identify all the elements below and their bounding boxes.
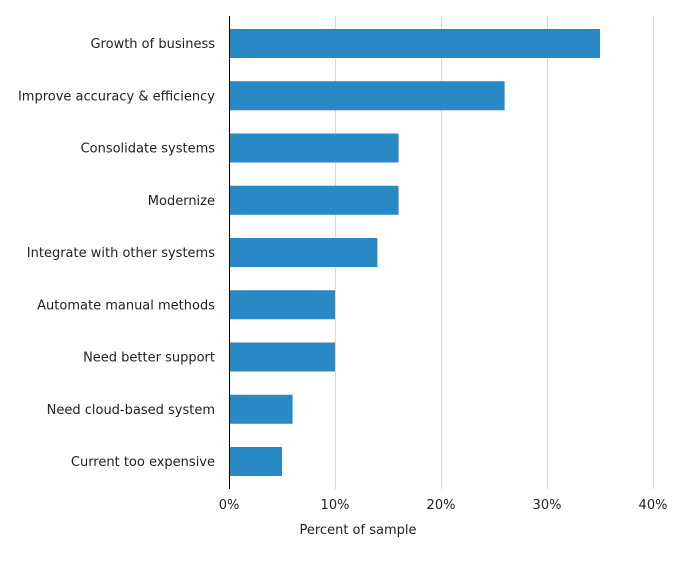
bars <box>230 29 600 476</box>
x-axis-title: Percent of sample <box>300 523 417 538</box>
x-tick-label: 40% <box>639 498 668 513</box>
bar <box>230 185 399 215</box>
bar <box>230 81 505 111</box>
category-label: Growth of business <box>90 37 215 52</box>
category-label: Improve accuracy & efficiency <box>18 89 215 104</box>
category-label: Automate manual methods <box>37 298 215 313</box>
bar <box>230 447 282 476</box>
x-tick-labels: 0% 10% 20% 30% 40% <box>219 498 668 513</box>
bar <box>230 342 335 372</box>
bar <box>230 133 399 163</box>
bar <box>230 290 335 320</box>
x-tick-label: 0% <box>219 498 240 513</box>
x-tick-label: 30% <box>533 498 562 513</box>
category-label: Need better support <box>83 351 215 366</box>
bar <box>230 394 293 424</box>
x-tick-label: 20% <box>427 498 456 513</box>
x-tick-label: 10% <box>321 498 350 513</box>
category-label: Modernize <box>148 194 215 209</box>
category-labels: Growth of business Improve accuracy & eff… <box>18 37 215 470</box>
bar <box>230 238 378 267</box>
category-label: Need cloud-based system <box>47 403 215 418</box>
category-label: Current too expensive <box>71 455 215 470</box>
category-label: Consolidate systems <box>81 142 216 157</box>
category-label: Integrate with other systems <box>27 246 215 261</box>
bar <box>230 29 600 58</box>
